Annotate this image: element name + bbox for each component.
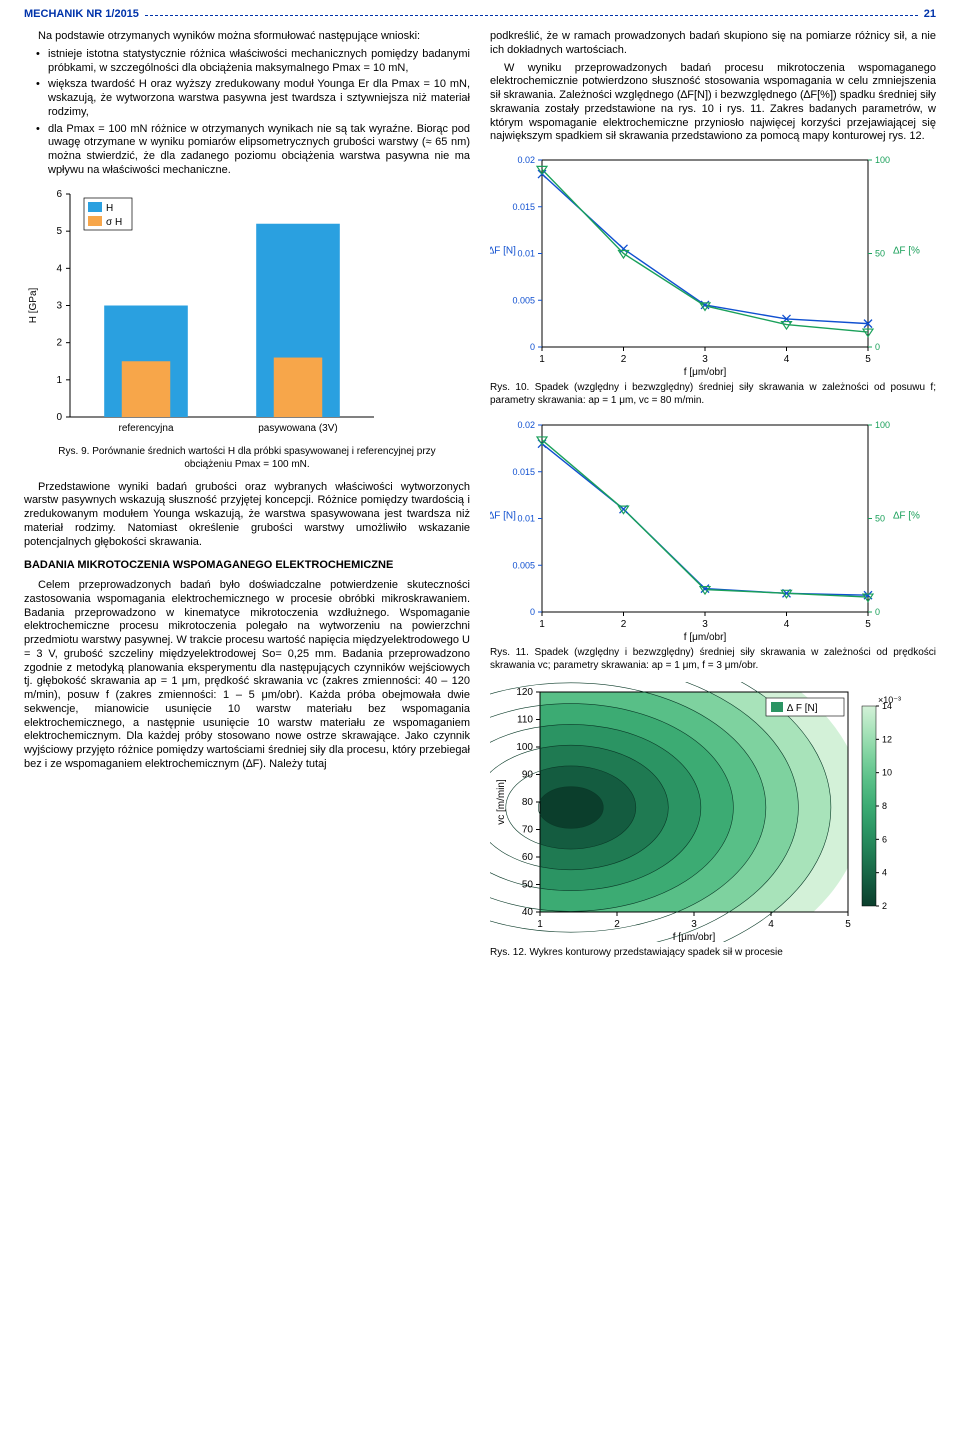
left-para2: Celem przeprowadzonych badań było doświa… (24, 579, 470, 772)
svg-text:vc [m/min]: vc [m/min] (496, 779, 507, 825)
svg-text:1: 1 (539, 354, 545, 365)
header-dashline (145, 8, 918, 16)
svg-text:120: 120 (516, 687, 533, 698)
svg-text:80: 80 (522, 797, 534, 808)
svg-text:5: 5 (865, 619, 871, 630)
svg-text:8: 8 (882, 801, 887, 811)
left-para1: Przedstawione wyniki badań grubości oraz… (24, 481, 470, 550)
bullet-1: istnieje istotna statystycznie różnica w… (36, 48, 470, 76)
svg-text:∆F [N]: ∆F [N] (490, 511, 516, 522)
svg-text:0.005: 0.005 (512, 295, 535, 305)
svg-text:2: 2 (614, 919, 620, 930)
svg-text:70: 70 (522, 825, 534, 836)
svg-text:2: 2 (882, 901, 887, 911)
svg-text:60: 60 (522, 852, 534, 863)
svg-text:0.01: 0.01 (517, 249, 535, 259)
svg-text:2: 2 (621, 354, 627, 365)
svg-text:50: 50 (875, 249, 885, 259)
svg-text:f [μm/obr]: f [μm/obr] (684, 367, 727, 377)
svg-text:0.02: 0.02 (517, 155, 535, 165)
section-heading: BADANIA MIKROTOCZENIA WSPOMAGANEGO ELEKT… (24, 559, 470, 573)
svg-text:0: 0 (875, 342, 880, 352)
svg-text:6: 6 (882, 834, 887, 844)
left-column: Na podstawie otrzymanych wyników można s… (24, 26, 470, 959)
svg-text:3: 3 (56, 300, 62, 311)
svg-text:40: 40 (522, 907, 534, 918)
svg-text:pasywowana (3V): pasywowana (3V) (258, 423, 337, 434)
svg-text:3: 3 (691, 919, 697, 930)
svg-text:f [μm/obr]: f [μm/obr] (684, 632, 727, 642)
svg-text:6: 6 (56, 189, 62, 200)
svg-text:10: 10 (882, 768, 892, 778)
svg-text:σ H: σ H (106, 217, 122, 228)
svg-text:50: 50 (875, 514, 885, 524)
svg-text:2: 2 (621, 619, 627, 630)
svg-text:0.01: 0.01 (517, 514, 535, 524)
svg-text:∆ F [N]: ∆ F [N] (787, 703, 818, 714)
svg-text:90: 90 (522, 770, 534, 781)
svg-text:0: 0 (530, 607, 535, 617)
svg-text:×10⁻³: ×10⁻³ (878, 695, 901, 705)
svg-text:5: 5 (56, 226, 62, 237)
bullet-2: większa twardość H oraz wyższy zredukowa… (36, 78, 470, 119)
bullet-3: dla Pmax = 100 mN różnice w otrzymanych … (36, 123, 470, 178)
svg-text:100: 100 (875, 155, 890, 165)
svg-text:4: 4 (784, 619, 790, 630)
svg-text:referencyjna: referencyjna (118, 423, 173, 434)
svg-text:∆F [N]: ∆F [N] (490, 246, 516, 257)
svg-text:H [GPa]: H [GPa] (28, 287, 39, 323)
svg-text:4: 4 (882, 868, 887, 878)
svg-text:2: 2 (56, 337, 62, 348)
page-number: 21 (924, 8, 936, 20)
svg-text:1: 1 (537, 919, 543, 930)
svg-text:5: 5 (865, 354, 871, 365)
journal-header: MECHANIK NR 1/2015 21 (24, 8, 936, 20)
svg-text:12: 12 (882, 734, 892, 744)
svg-text:110: 110 (517, 715, 533, 726)
fig12-caption: Rys. 12. Wykres konturowy przedstawiając… (490, 946, 936, 959)
svg-text:0.015: 0.015 (512, 467, 535, 477)
svg-text:3: 3 (702, 619, 708, 630)
svg-text:3: 3 (702, 354, 708, 365)
svg-text:4: 4 (768, 919, 774, 930)
svg-text:4: 4 (56, 263, 62, 274)
fig10-caption: Rys. 10. Spadek (względny i bezwzględny)… (490, 381, 936, 407)
svg-text:0.02: 0.02 (517, 420, 535, 430)
svg-text:100: 100 (516, 742, 533, 753)
svg-text:H: H (106, 203, 113, 214)
right-para-top2: W wyniku przeprowadzonych badań procesu … (490, 62, 936, 145)
right-column: podkreślić, że w ramach prowadzonych bad… (490, 26, 936, 959)
fig10-chart: 0 0.005 0.01 0.015 0.02 0 50 100 1 2 3 4 5 f [μm/obr]… (490, 152, 936, 377)
svg-text:0.015: 0.015 (512, 202, 535, 212)
fig11-chart: 0 0.005 0.01 0.015 0.02 0 50 100 1 2 3 4 5 f [μm/obr]… (490, 417, 936, 642)
fig9-chart: 0 1 2 3 4 5 6 H [GPa] referencyjna pasywowana (3V… (24, 186, 470, 441)
fig12-chart: 12345405060708090100110120f [μm/obr]vc [… (490, 682, 936, 942)
right-para-top1: podkreślić, że w ramach prowadzonych bad… (490, 30, 936, 58)
svg-text:f [μm/obr]: f [μm/obr] (673, 932, 716, 942)
fig11-caption: Rys. 11. Spadek (względny i bezwzględny)… (490, 646, 936, 672)
svg-text:4: 4 (784, 354, 790, 365)
svg-text:0: 0 (530, 342, 535, 352)
svg-text:5: 5 (845, 919, 851, 930)
svg-text:1: 1 (539, 619, 545, 630)
svg-text:∆F [%]: ∆F [%] (893, 246, 920, 257)
svg-text:0.005: 0.005 (512, 560, 535, 570)
svg-text:0: 0 (875, 607, 880, 617)
svg-text:50: 50 (522, 880, 534, 891)
svg-text:∆F [%]: ∆F [%] (893, 511, 920, 522)
left-intro: Na podstawie otrzymanych wyników można s… (24, 30, 470, 44)
conclusions-list: istnieje istotna statystycznie różnica w… (24, 48, 470, 178)
svg-text:0: 0 (56, 412, 62, 423)
fig9-caption: Rys. 9. Porównanie średnich wartości H d… (40, 445, 454, 471)
svg-text:1: 1 (56, 374, 62, 385)
journal-title: MECHANIK NR 1/2015 (24, 8, 139, 20)
svg-text:100: 100 (875, 420, 890, 430)
